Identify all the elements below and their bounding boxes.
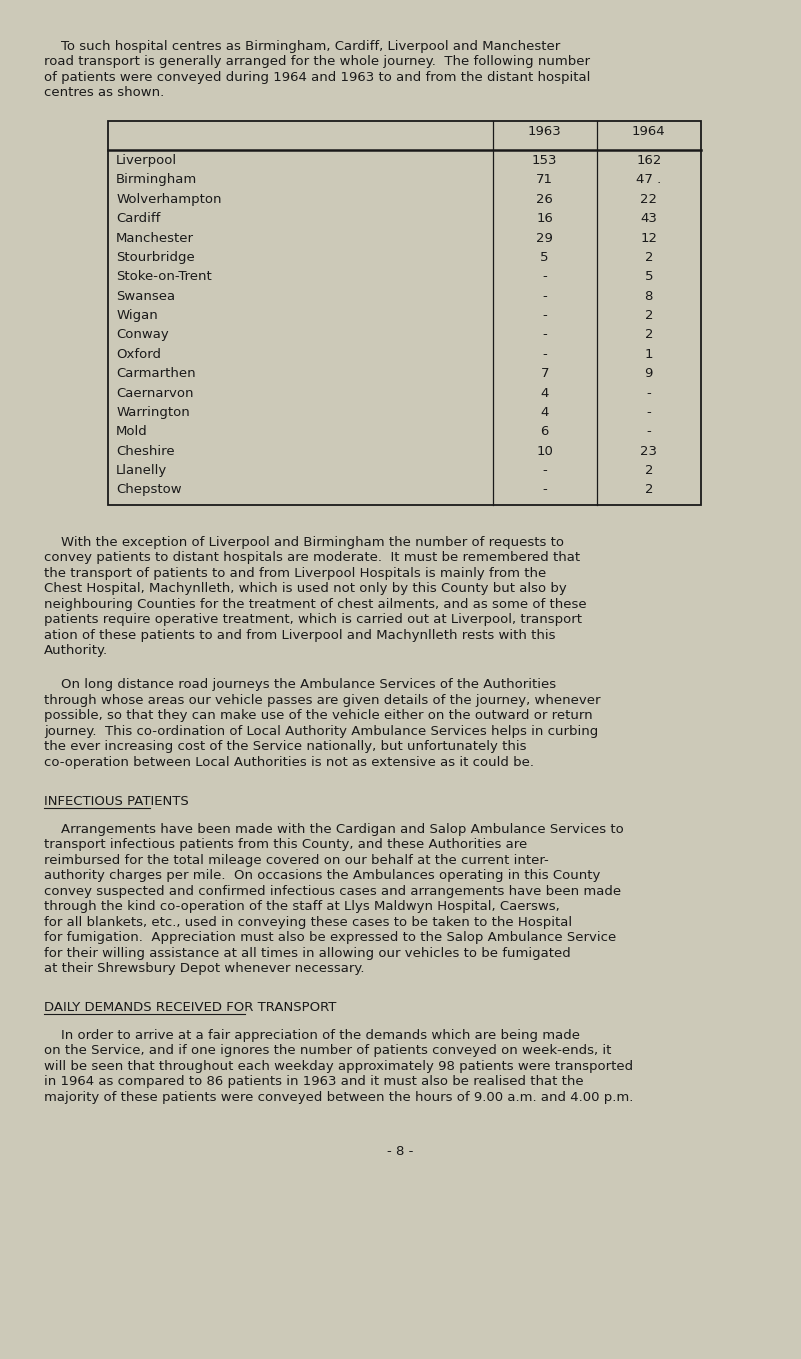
Text: 162: 162 — [636, 154, 662, 167]
Text: Wigan: Wigan — [116, 308, 158, 322]
Text: -: - — [542, 308, 547, 322]
Text: authority charges per mile.  On occasions the Ambulances operating in this Count: authority charges per mile. On occasions… — [44, 868, 601, 882]
Text: convey suspected and confirmed infectious cases and arrangements have been made: convey suspected and confirmed infectiou… — [44, 885, 622, 897]
Text: -: - — [542, 329, 547, 341]
Text: 8: 8 — [645, 289, 653, 303]
Text: Carmarthen: Carmarthen — [116, 367, 195, 381]
Text: 7: 7 — [541, 367, 549, 381]
Text: In order to arrive at a fair appreciation of the demands which are being made: In order to arrive at a fair appreciatio… — [44, 1029, 580, 1042]
Text: -: - — [542, 270, 547, 283]
Text: through the kind co-operation of the staff at Llys Maldwyn Hospital, Caersws,: through the kind co-operation of the sta… — [44, 900, 560, 913]
Text: Cheshire: Cheshire — [116, 444, 175, 458]
Text: -: - — [646, 386, 651, 400]
Text: 5: 5 — [645, 270, 653, 283]
Text: neighbouring Counties for the treatment of chest ailments, and as some of these: neighbouring Counties for the treatment … — [44, 598, 586, 610]
Text: Arrangements have been made with the Cardigan and Salop Ambulance Services to: Arrangements have been made with the Car… — [44, 822, 624, 836]
Text: Birmingham: Birmingham — [116, 174, 197, 186]
Text: -: - — [542, 289, 547, 303]
Text: Swansea: Swansea — [116, 289, 175, 303]
Text: -: - — [542, 348, 547, 360]
Text: 10: 10 — [536, 444, 553, 458]
Text: 9: 9 — [645, 367, 653, 381]
Text: Cardiff: Cardiff — [116, 212, 160, 226]
Text: 26: 26 — [536, 193, 553, 205]
Text: road transport is generally arranged for the whole journey.  The following numbe: road transport is generally arranged for… — [44, 56, 590, 68]
Text: 2: 2 — [645, 251, 653, 264]
Text: 22: 22 — [640, 193, 658, 205]
Text: in 1964 as compared to 86 patients in 1963 and it must also be realised that the: in 1964 as compared to 86 patients in 19… — [44, 1075, 584, 1089]
Text: reimbursed for the total mileage covered on our behalf at the current inter-: reimbursed for the total mileage covered… — [44, 853, 549, 867]
Text: ation of these patients to and from Liverpool and Machynlleth rests with this: ation of these patients to and from Live… — [44, 629, 556, 641]
Text: 5: 5 — [541, 251, 549, 264]
Text: co-operation between Local Authorities is not as extensive as it could be.: co-operation between Local Authorities i… — [44, 756, 534, 769]
Text: at their Shrewsbury Depot whenever necessary.: at their Shrewsbury Depot whenever neces… — [44, 962, 364, 974]
Text: Llanelly: Llanelly — [116, 463, 167, 477]
Text: for their willing assistance at all times in allowing our vehicles to be fumigat: for their willing assistance at all time… — [44, 947, 571, 959]
Text: Wolverhampton: Wolverhampton — [116, 193, 222, 205]
Text: 2: 2 — [645, 484, 653, 496]
Text: Authority.: Authority. — [44, 644, 108, 658]
Text: 43: 43 — [640, 212, 658, 226]
Text: Chepstow: Chepstow — [116, 484, 182, 496]
Text: Chest Hospital, Machynlleth, which is used not only by this County but also by: Chest Hospital, Machynlleth, which is us… — [44, 582, 567, 595]
Text: Stourbridge: Stourbridge — [116, 251, 195, 264]
Text: 1964: 1964 — [632, 125, 666, 137]
Text: convey patients to distant hospitals are moderate.  It must be remembered that: convey patients to distant hospitals are… — [44, 552, 580, 564]
Text: -: - — [542, 463, 547, 477]
Text: -: - — [646, 406, 651, 419]
Text: Warrington: Warrington — [116, 406, 190, 419]
Text: 16: 16 — [536, 212, 553, 226]
Text: centres as shown.: centres as shown. — [44, 87, 164, 99]
Text: on the Service, and if one ignores the number of patients conveyed on week-ends,: on the Service, and if one ignores the n… — [44, 1044, 611, 1057]
Text: DAILY DEMANDS RECEIVED FOR TRANSPORT: DAILY DEMANDS RECEIVED FOR TRANSPORT — [44, 1000, 336, 1014]
Text: Stoke-on-Trent: Stoke-on-Trent — [116, 270, 212, 283]
Text: 1963: 1963 — [528, 125, 562, 137]
Text: the transport of patients to and from Liverpool Hospitals is mainly from the: the transport of patients to and from Li… — [44, 567, 546, 580]
Text: for all blankets, etc., used in conveying these cases to be taken to the Hospita: for all blankets, etc., used in conveyin… — [44, 916, 572, 928]
Text: Caernarvon: Caernarvon — [116, 386, 194, 400]
Text: INFECTIOUS PATIENTS: INFECTIOUS PATIENTS — [44, 795, 189, 807]
Text: - 8 -: - 8 - — [388, 1144, 413, 1158]
Text: 4: 4 — [541, 406, 549, 419]
Text: Mold: Mold — [116, 425, 148, 439]
Text: will be seen that throughout each weekday approximately 98 patients were transpo: will be seen that throughout each weekda… — [44, 1060, 633, 1072]
Text: patients require operative treatment, which is carried out at Liverpool, transpo: patients require operative treatment, wh… — [44, 613, 582, 626]
Text: 47 .: 47 . — [636, 174, 662, 186]
Text: -: - — [646, 425, 651, 439]
Text: Liverpool: Liverpool — [116, 154, 177, 167]
Text: for fumigation.  Appreciation must also be expressed to the Salop Ambulance Serv: for fumigation. Appreciation must also b… — [44, 931, 616, 945]
Text: 4: 4 — [541, 386, 549, 400]
Text: the ever increasing cost of the Service nationally, but unfortunately this: the ever increasing cost of the Service … — [44, 741, 526, 753]
Text: 71: 71 — [536, 174, 553, 186]
Text: On long distance road journeys the Ambulance Services of the Authorities: On long distance road journeys the Ambul… — [44, 678, 556, 692]
Text: journey.  This co-ordination of Local Authority Ambulance Services helps in curb: journey. This co-ordination of Local Aut… — [44, 724, 598, 738]
Text: -: - — [542, 484, 547, 496]
Text: 2: 2 — [645, 329, 653, 341]
Text: 1: 1 — [645, 348, 653, 360]
Text: 153: 153 — [532, 154, 557, 167]
Text: With the exception of Liverpool and Birmingham the number of requests to: With the exception of Liverpool and Birm… — [44, 535, 564, 549]
Text: Manchester: Manchester — [116, 231, 194, 245]
Bar — [108, 121, 701, 504]
Text: 29: 29 — [536, 231, 553, 245]
Text: 2: 2 — [645, 308, 653, 322]
Text: transport infectious patients from this County, and these Authorities are: transport infectious patients from this … — [44, 839, 527, 851]
Text: 2: 2 — [645, 463, 653, 477]
Text: 23: 23 — [640, 444, 658, 458]
Text: of patients were conveyed during 1964 and 1963 to and from the distant hospital: of patients were conveyed during 1964 an… — [44, 71, 590, 84]
Text: through whose areas our vehicle passes are given details of the journey, wheneve: through whose areas our vehicle passes a… — [44, 694, 601, 707]
Text: 12: 12 — [640, 231, 658, 245]
Text: majority of these patients were conveyed between the hours of 9.00 a.m. and 4.00: majority of these patients were conveyed… — [44, 1091, 634, 1104]
Text: To such hospital centres as Birmingham, Cardiff, Liverpool and Manchester: To such hospital centres as Birmingham, … — [44, 39, 561, 53]
Text: Conway: Conway — [116, 329, 169, 341]
Text: Oxford: Oxford — [116, 348, 161, 360]
Text: possible, so that they can make use of the vehicle either on the outward or retu: possible, so that they can make use of t… — [44, 709, 593, 723]
Text: 6: 6 — [541, 425, 549, 439]
